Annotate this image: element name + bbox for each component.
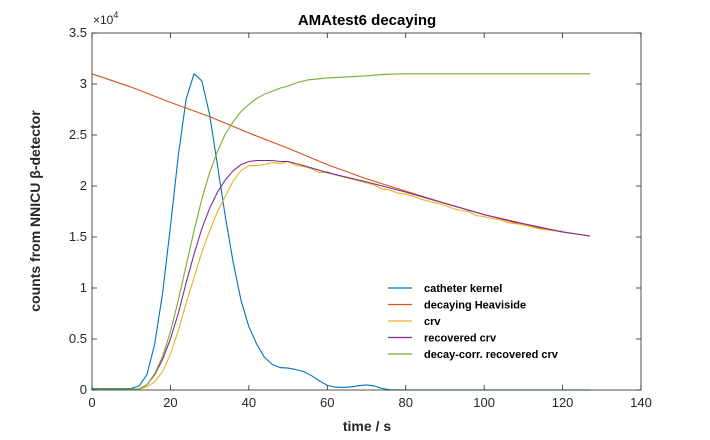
chart-title: AMAtest6 decaying: [298, 12, 436, 29]
axes-layer: 0 20 40 60 80 100 120 140 0 0.5 1 1.5 2 2.5 3 3.5: [69, 25, 652, 410]
x-tick-label: 60: [320, 395, 334, 410]
series-line-1: [92, 73, 590, 391]
x-tick-label: 20: [163, 395, 177, 410]
x-tick-label: 140: [630, 395, 652, 410]
y-tick-label: 0: [80, 382, 87, 397]
y-tick-label: 2: [80, 178, 87, 193]
x-tick-label: 120: [552, 395, 574, 410]
legend-label: decaying Heaviside: [424, 300, 526, 312]
x-tick-label: 40: [242, 395, 256, 410]
legend-label: crv: [424, 316, 441, 328]
y-axis-exponent-power: 4: [113, 10, 118, 20]
series-line-4: [92, 159, 591, 390]
series-layer: [91, 73, 591, 391]
y-axis-label: counts from NNICU β-detector: [27, 110, 43, 312]
x-tick-label: 0: [88, 395, 95, 410]
y-tick-label: 0.5: [69, 331, 87, 346]
plot-background: [92, 33, 641, 390]
y-tick-label: 2.5: [69, 127, 87, 142]
y-tick-label: 1: [80, 280, 87, 295]
y-tick-label: 1.5: [69, 229, 87, 244]
x-axis-label: time / s: [343, 418, 391, 434]
x-tick-label: 100: [473, 395, 495, 410]
y-tick-label: 3.5: [69, 25, 87, 40]
y-axis-exponent: ×104: [93, 10, 118, 27]
axes-box: [91, 32, 642, 391]
y-axis-exponent-base: ×10: [93, 13, 114, 27]
legend-label: catheter kernel: [424, 283, 502, 295]
y-tick-label: 3: [80, 76, 87, 91]
x-tick-label: 80: [398, 395, 412, 410]
legend-label: recovered crv: [424, 333, 497, 345]
legend: catheter kernel decaying Heaviside crv reco…: [388, 283, 559, 361]
series-line-2: [91, 73, 591, 237]
legend-label: decay-corr. recovered crv: [424, 349, 559, 361]
series-line-5: [92, 73, 590, 390]
